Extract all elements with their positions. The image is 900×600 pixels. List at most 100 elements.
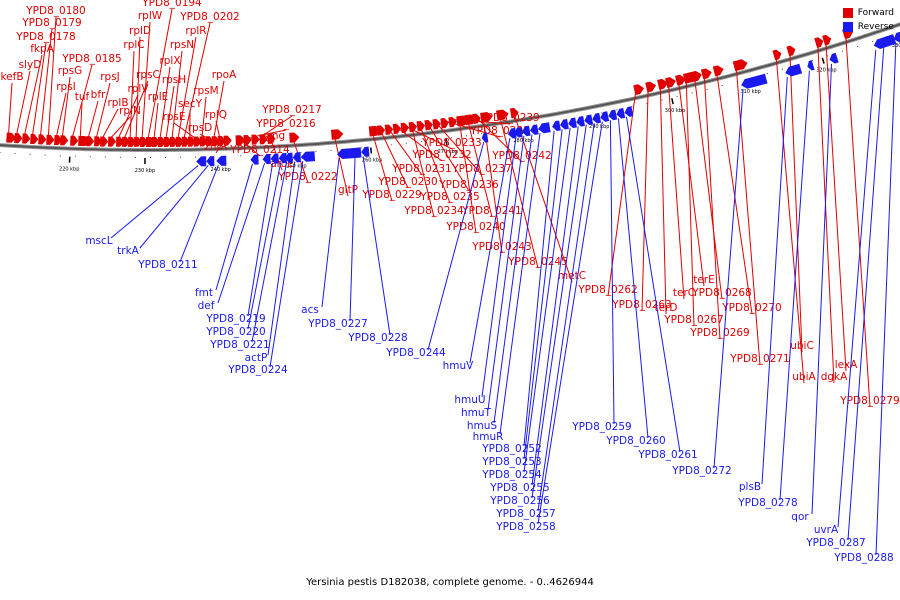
forward-gene (60, 135, 69, 146)
reverse-gene-shape (568, 117, 577, 129)
reverse-gene-label: qor (791, 511, 809, 523)
reverse-gene-shape (216, 155, 227, 166)
forward-gene-label: YPD8_0241 (461, 205, 521, 217)
forward-gene-label: rpsI (56, 81, 76, 93)
major-tick (671, 98, 674, 105)
forward-gene-label: rpsM (193, 85, 219, 97)
scale-dot (270, 153, 272, 155)
reverse-gene (893, 31, 900, 43)
forward-gene-shape (60, 135, 69, 146)
forward-gene (814, 37, 824, 48)
reverse-gene-shape (278, 152, 287, 164)
reverse-gene-shape (361, 146, 370, 157)
reverse-leader (487, 135, 525, 411)
reverse-leader (481, 137, 517, 398)
forward-gene-label: secY (178, 98, 203, 110)
reverse-leader (267, 161, 296, 356)
forward-gene-label: rpsN (170, 39, 194, 51)
scale-dot (44, 154, 46, 156)
reverse-gene-shape (592, 112, 602, 124)
reverse-leader (617, 118, 649, 439)
scale-dot (59, 155, 61, 157)
forward-gene-shape (331, 129, 344, 140)
scale-label: 220 kbp (59, 167, 79, 173)
scale-dot (74, 155, 76, 157)
reverse-leader (139, 164, 209, 249)
scale-dot (165, 156, 167, 158)
forward-leader (15, 70, 31, 136)
reverse-gene-label: mscL (85, 235, 112, 247)
scale-dot (330, 149, 332, 151)
reverse-leader (609, 120, 615, 425)
forward-gene-label: YPD8_0279 (839, 395, 899, 407)
reverse-gene-label: YPD8_0211 (137, 259, 197, 271)
forward-gene (772, 49, 782, 61)
forward-gene (509, 107, 519, 119)
forward-gene-label: YPD8_0214 (229, 144, 290, 156)
forward-gene-shape (38, 134, 47, 145)
scale-dot (390, 144, 392, 146)
forward-gene-label: terE (693, 274, 715, 286)
legend: Forward Reverse (842, 8, 894, 36)
forward-gene-label: tuf (75, 91, 90, 103)
forward-gene-shape (814, 37, 824, 48)
forward-gene-shape (14, 133, 23, 144)
reverse-gene (206, 156, 215, 167)
forward-leader (183, 22, 211, 139)
scale-dot (676, 96, 678, 98)
scale-dot (857, 45, 859, 47)
scale-label: 310 kbp (740, 89, 760, 95)
reverse-gene-label: acs (301, 304, 319, 316)
forward-gene-label: rpsD (188, 122, 213, 134)
scale-dot (766, 72, 768, 74)
forward-gene-label: YPD8_0240 (445, 221, 505, 233)
forward-gene-shape (675, 74, 686, 86)
forward-gene-label: rpsC (136, 69, 160, 81)
reverse-gene (361, 146, 370, 157)
scale-dot (661, 99, 663, 101)
reverse-gene (568, 117, 577, 129)
forward-gene-label: YPD8_0202 (179, 11, 239, 23)
scale-dot (842, 50, 844, 52)
forward-gene-label: bfr (91, 89, 106, 101)
reverse-gene-label: YPD8_0254 (481, 469, 542, 481)
major-tick (370, 147, 373, 154)
forward-gene-label: rplQ (205, 109, 227, 121)
reverse-gene-label: YPD8_0261 (637, 449, 697, 461)
forward-gene (22, 133, 31, 144)
major-tick (520, 127, 523, 134)
scale-dot (601, 112, 603, 114)
forward-leader (71, 64, 93, 138)
forward-gene (30, 133, 39, 145)
reverse-leader (349, 157, 356, 322)
forward-gene-label: YPD8_0222 (277, 171, 337, 183)
forward-gene-label: rpsE (162, 111, 185, 123)
reverse-gene-shape (337, 147, 360, 159)
forward-leader (215, 137, 227, 154)
forward-leader (8, 82, 13, 135)
reverse-gene (576, 116, 585, 127)
scale-dot (827, 55, 829, 57)
forward-gene-label: rpsG (58, 65, 83, 77)
forward-gene-shape (30, 133, 39, 145)
reverse-leader (269, 160, 304, 368)
forward-gene (289, 132, 300, 143)
reverse-gene (530, 124, 539, 135)
forward-gene-label: YPD8_0245 (507, 256, 567, 268)
reverse-leader (523, 129, 563, 460)
forward-swatch (842, 8, 853, 18)
forward-gene (400, 122, 410, 134)
reverse-gene-label: hmuS (467, 420, 498, 432)
reverse-gene-shape (262, 153, 271, 165)
reverse-gene-label: trkA (117, 245, 140, 257)
legend-forward-label: Forward (857, 8, 894, 18)
forward-leader (95, 82, 111, 139)
reverse-gene-label: YPD8_0278 (737, 497, 797, 509)
forward-gene-label: YPD8_0233 (421, 137, 481, 149)
scale-dot (300, 152, 302, 154)
reverse-gene-label: hmuT (461, 407, 492, 419)
forward-gene-label: YPD8_0229 (361, 189, 421, 201)
scale-dot (586, 115, 588, 117)
reverse-gene (538, 122, 551, 134)
forward-gene (822, 34, 832, 46)
